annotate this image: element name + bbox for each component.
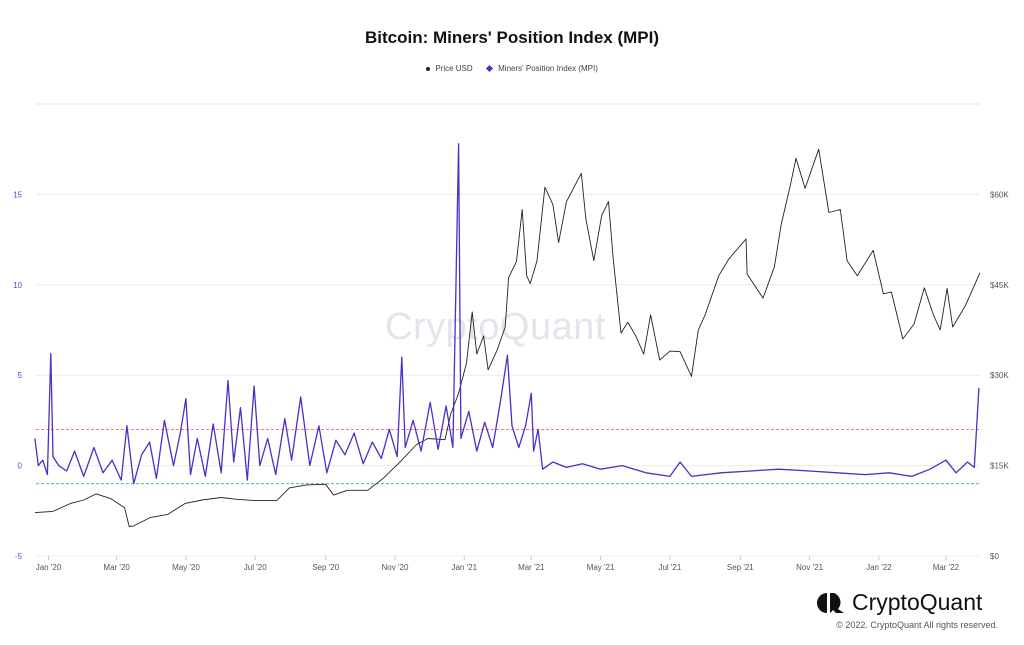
legend: Price USD Miners' Position Index (MPI) <box>0 64 1024 73</box>
y-right-tick-label: $15K <box>990 462 1009 471</box>
x-tick-label: Nov '21 <box>796 563 823 572</box>
chart-title: Bitcoin: Miners' Position Index (MPI) <box>365 28 659 47</box>
legend-label-mpi: Miners' Position Index (MPI) <box>498 64 598 73</box>
y-left-tick-label: 15 <box>13 190 22 199</box>
legend-item-mpi[interactable]: Miners' Position Index (MPI) <box>485 64 598 73</box>
legend-label-price: Price USD <box>435 64 473 73</box>
x-tick-label: May '20 <box>172 563 200 572</box>
y-left-tick-label: 5 <box>18 371 23 380</box>
price-usd-line <box>34 148 981 527</box>
mpi-line <box>34 143 980 485</box>
x-tick-label: Nov '20 <box>382 563 409 572</box>
x-tick-label: Mar '20 <box>103 563 130 572</box>
y-left-tick-label: 10 <box>13 281 22 290</box>
legend-item-price[interactable]: Price USD <box>426 64 473 73</box>
x-tick-label: Mar '21 <box>518 563 545 572</box>
x-tick-label: Sep '21 <box>727 563 754 572</box>
x-tick-label: May '21 <box>587 563 615 572</box>
cryptoquant-logo-icon <box>817 593 844 613</box>
x-tick-label: Jan '22 <box>866 563 892 572</box>
x-tick-label: Jan '20 <box>36 563 62 572</box>
copyright: © 2022. CryptoQuant All rights reserved. <box>836 620 998 630</box>
y-left-tick-label: 0 <box>18 462 23 471</box>
y-left-tick-label: -5 <box>15 552 23 561</box>
x-tick-label: Jul '21 <box>658 563 681 572</box>
y-right-tick-label: $30K <box>990 371 1009 380</box>
x-tick-label: Mar '22 <box>933 563 960 572</box>
x-tick-label: Jul '20 <box>244 563 267 572</box>
x-tick-label: Jan '21 <box>451 563 477 572</box>
x-tick-label: Sep '20 <box>312 563 339 572</box>
y-right-tick-label: $0 <box>990 552 999 561</box>
brand-name: CryptoQuant <box>852 589 983 615</box>
y-right-tick-label: $45K <box>990 281 1009 290</box>
y-right-tick-label: $60K <box>990 190 1009 199</box>
legend-dot-icon <box>426 66 431 71</box>
